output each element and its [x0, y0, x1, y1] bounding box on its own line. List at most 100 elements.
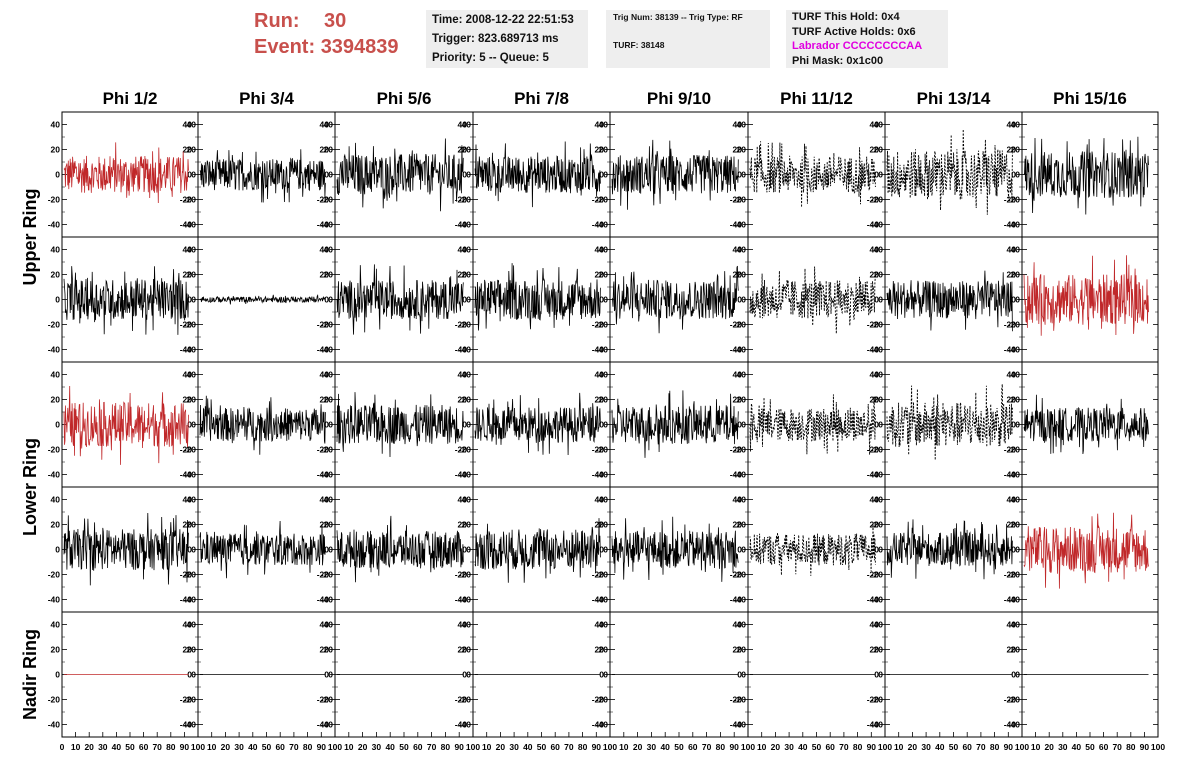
y-tick-label: -40	[455, 470, 468, 480]
x-tick-label: 20	[771, 742, 781, 752]
y-tick-label: -20	[596, 320, 609, 330]
y-tick-label: 40	[458, 495, 468, 505]
waveform-trace	[474, 518, 601, 583]
y-tick-label: 20	[187, 395, 197, 405]
y-tick-label: -40	[871, 345, 884, 355]
y-tick-label: 0	[324, 295, 329, 305]
y-tick-label: 0	[328, 670, 333, 680]
y-tick-label: 0	[874, 420, 879, 430]
waveform-trace	[749, 266, 876, 334]
x-tick-label: 80	[990, 742, 1000, 752]
x-tick-label: 10	[894, 742, 904, 752]
x-tick-label: 20	[1044, 742, 1054, 752]
y-tick-label: -20	[867, 195, 880, 205]
y-tick-label: 0	[603, 545, 608, 555]
y-tick-label: 40	[462, 120, 472, 130]
y-tick-label: -20	[592, 320, 605, 330]
phi-column-title: Phi 3/4	[239, 89, 294, 108]
y-tick-label: -20	[871, 570, 884, 580]
y-tick-label: 0	[466, 670, 471, 680]
y-tick-label: 20	[1007, 145, 1017, 155]
y-tick-label: 20	[595, 645, 605, 655]
y-tick-label: -40	[184, 345, 197, 355]
y-tick-label: 0	[55, 545, 60, 555]
y-tick-label: 20	[737, 270, 747, 280]
x-tick-label: 100	[741, 742, 755, 752]
y-tick-label: -20	[184, 195, 197, 205]
x-tick-label: 60	[413, 742, 423, 752]
y-tick-label: 0	[599, 670, 604, 680]
y-tick-label: 40	[737, 120, 747, 130]
y-tick-label: -40	[48, 470, 61, 480]
y-tick-label: -40	[596, 595, 609, 605]
y-tick-label: 0	[603, 170, 608, 180]
y-tick-label: 40	[874, 620, 884, 630]
waveform-trace	[200, 294, 326, 305]
y-tick-label: -20	[184, 445, 197, 455]
y-tick-label: -20	[48, 320, 61, 330]
x-tick-label: 10	[619, 742, 629, 752]
y-tick-label: 20	[870, 145, 880, 155]
x-tick-label: 80	[441, 742, 451, 752]
y-tick-label: 40	[187, 120, 197, 130]
y-tick-label: -20	[596, 195, 609, 205]
y-tick-label: 40	[183, 370, 193, 380]
y-tick-label: -40	[317, 345, 330, 355]
y-tick-label: 40	[51, 120, 61, 130]
y-tick-label: 40	[1007, 620, 1017, 630]
waveform-trace	[611, 516, 739, 582]
y-tick-label: 0	[878, 420, 883, 430]
y-tick-label: 20	[874, 645, 884, 655]
y-tick-label: 20	[324, 270, 334, 280]
x-tick-label: 90	[867, 742, 877, 752]
waveform-trace	[611, 139, 739, 210]
x-tick-label: 90	[592, 742, 602, 752]
y-tick-label: -40	[596, 720, 609, 730]
labrador-text: Labrador CCCCCCCCAA	[792, 40, 923, 52]
y-tick-label: 20	[737, 645, 747, 655]
phi-column-title: Phi 15/16	[1053, 89, 1127, 108]
y-tick-label: -40	[592, 595, 605, 605]
ring-label: Lower Ring	[20, 438, 40, 536]
y-tick-label: -40	[321, 470, 334, 480]
y-tick-label: -40	[730, 220, 743, 230]
x-tick-label: 50	[399, 742, 409, 752]
y-tick-label: 20	[737, 145, 747, 155]
y-tick-label: 40	[595, 620, 605, 630]
y-tick-label: -20	[1008, 320, 1021, 330]
y-tick-label: -40	[871, 470, 884, 480]
x-tick-label: 30	[98, 742, 108, 752]
y-tick-label: -20	[459, 320, 472, 330]
x-tick-label: 100	[1015, 742, 1029, 752]
event-label: Event:	[254, 36, 316, 58]
y-tick-label: -40	[459, 470, 472, 480]
y-tick-label: -40	[321, 345, 334, 355]
y-tick-label: 0	[603, 670, 608, 680]
y-tick-label: 40	[324, 370, 334, 380]
y-tick-label: 40	[595, 120, 605, 130]
y-tick-label: 20	[874, 520, 884, 530]
priority-text: Priority: 5 -- Queue: 5	[432, 52, 549, 64]
x-tick-label: 40	[798, 742, 808, 752]
run-value: 30	[324, 10, 347, 32]
x-tick-label: 100	[1151, 742, 1165, 752]
waveform-trace	[63, 266, 189, 335]
x-tick-label: 30	[509, 742, 519, 752]
x-tick-label: 50	[125, 742, 135, 752]
y-tick-label: -20	[459, 695, 472, 705]
y-tick-label: 0	[737, 170, 742, 180]
y-tick-label: 40	[874, 495, 884, 505]
phi-mask-text: Phi Mask: 0x1c00	[792, 54, 884, 67]
y-tick-label: -40	[734, 220, 747, 230]
y-tick-label: 0	[328, 170, 333, 180]
x-tick-label: 90	[1004, 742, 1014, 752]
waveform-trace	[1023, 512, 1149, 589]
x-tick-label: 80	[853, 742, 863, 752]
waveform-trace	[63, 512, 189, 586]
y-tick-label: 20	[320, 145, 330, 155]
y-tick-label: 20	[870, 520, 880, 530]
y-tick-label: -20	[871, 445, 884, 455]
y-tick-label: 20	[870, 645, 880, 655]
phi-column-title: Phi 13/14	[917, 89, 991, 108]
y-tick-label: 20	[1007, 520, 1017, 530]
